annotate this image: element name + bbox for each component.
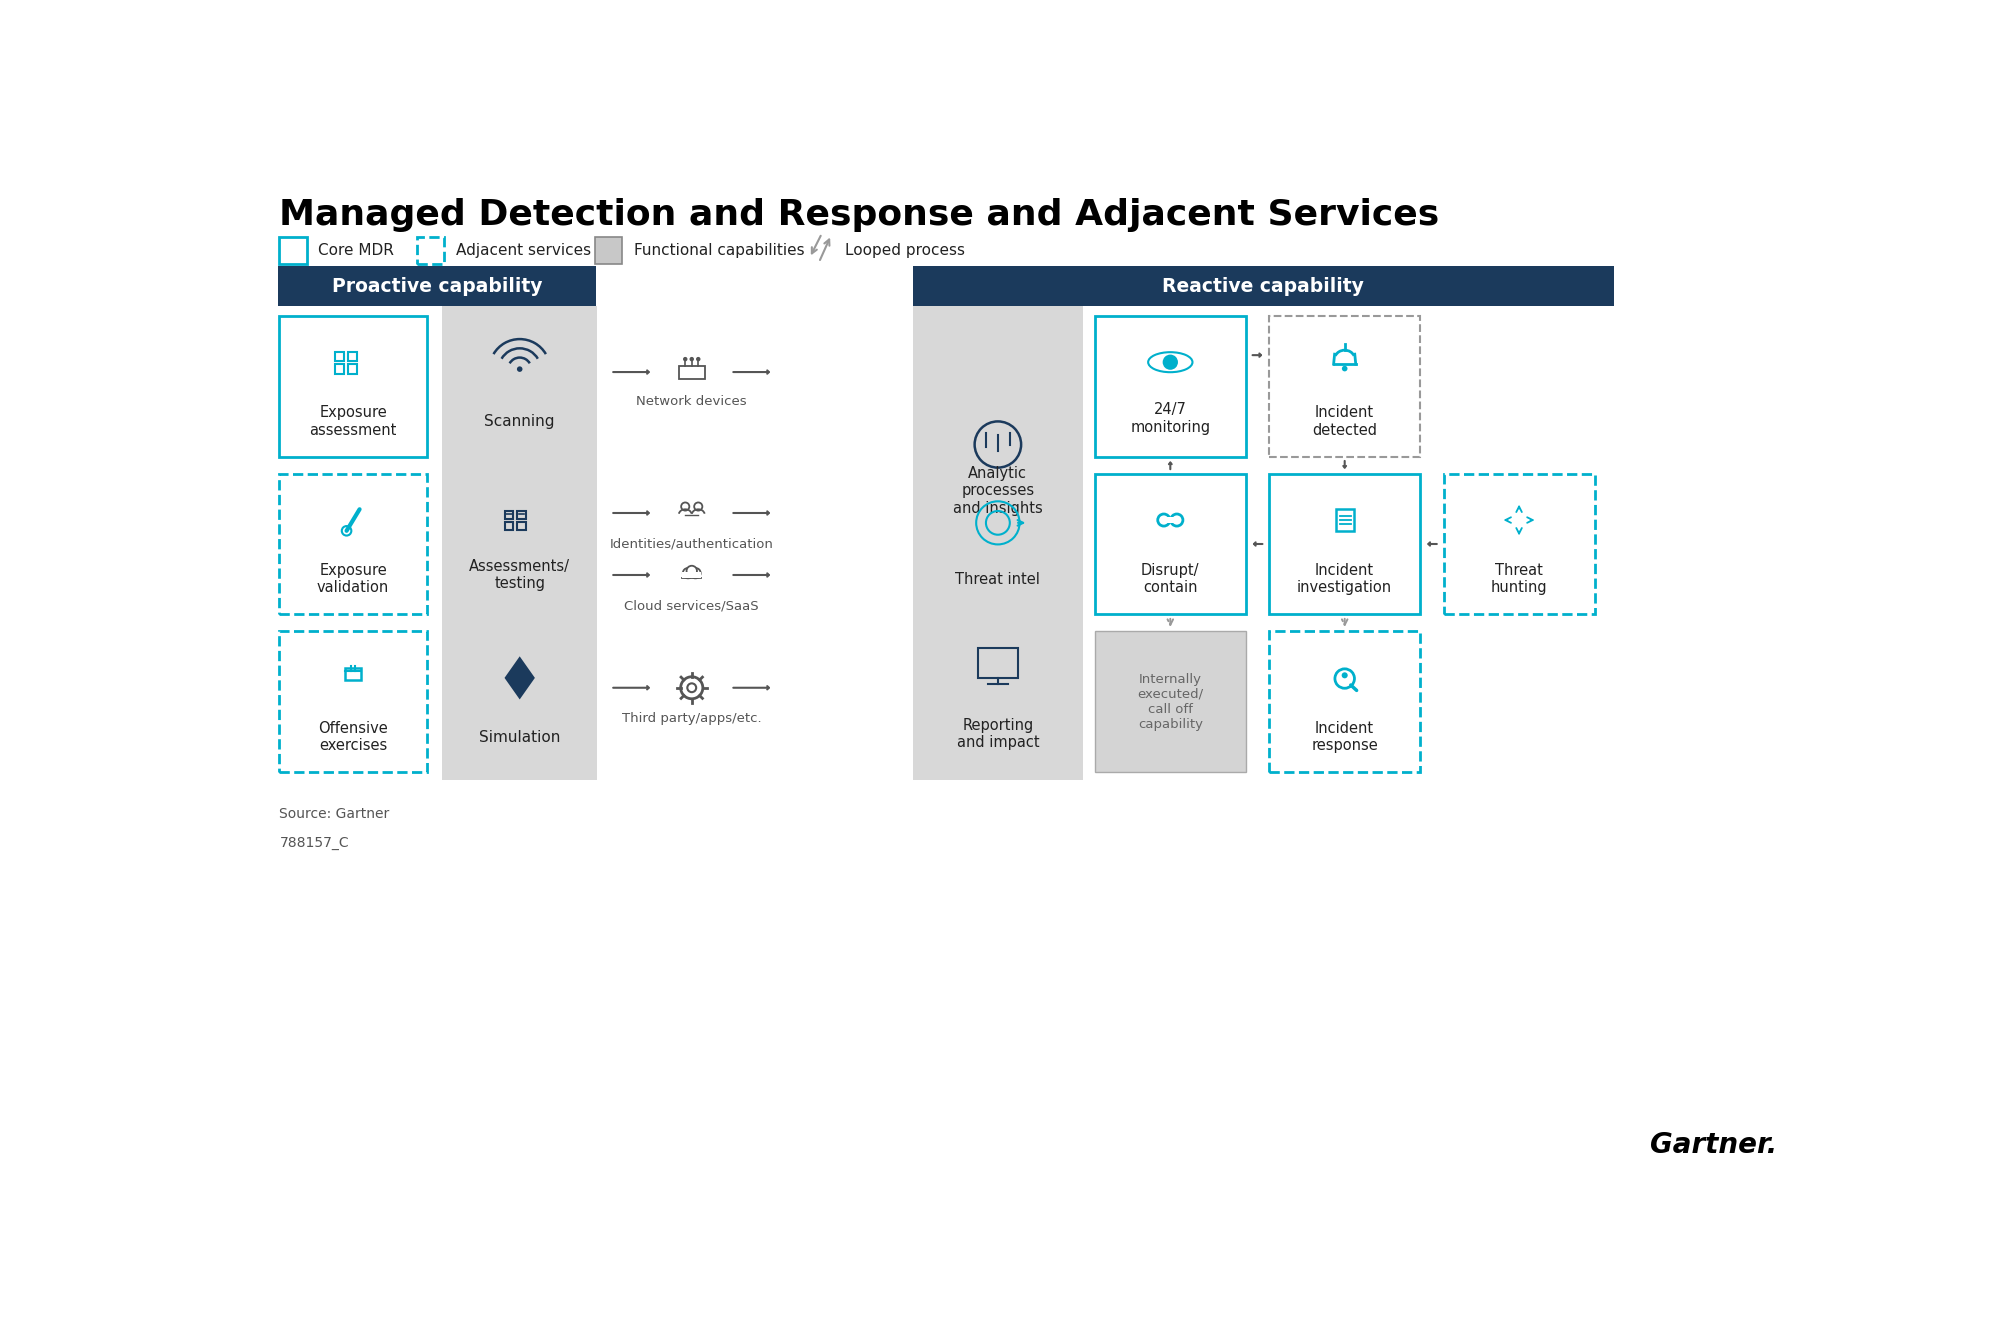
Text: Identities/authentication: Identities/authentication (610, 538, 774, 550)
Text: Threat intel: Threat intel (956, 571, 1040, 587)
Text: Analytic
processes
and insights: Analytic processes and insights (954, 465, 1042, 515)
Text: Reporting
and impact: Reporting and impact (956, 717, 1040, 751)
Text: Exposure
assessment: Exposure assessment (310, 405, 396, 437)
Text: Reactive capability: Reactive capability (1162, 278, 1364, 296)
Text: Core MDR: Core MDR (318, 243, 394, 257)
Circle shape (686, 566, 696, 577)
Text: Exposure
validation: Exposure validation (316, 563, 390, 595)
Text: 24/7
monitoring: 24/7 monitoring (1130, 402, 1210, 434)
Circle shape (690, 357, 694, 361)
Text: Network devices: Network devices (636, 394, 748, 408)
Bar (346, 668, 360, 680)
Text: Proactive capability: Proactive capability (332, 278, 542, 296)
Bar (278, 267, 596, 307)
Bar (504, 523, 512, 531)
Bar (348, 365, 358, 374)
Bar (1094, 473, 1246, 614)
Text: Incident
response: Incident response (1312, 721, 1378, 754)
Bar (682, 573, 702, 578)
Text: Looped process: Looped process (846, 243, 966, 257)
Bar (1270, 473, 1420, 614)
Bar (518, 523, 526, 531)
Circle shape (516, 366, 522, 371)
Text: Third party/apps/etc.: Third party/apps/etc. (622, 712, 762, 725)
Bar (1094, 632, 1246, 772)
Bar (336, 365, 344, 374)
Text: Disrupt/
contain: Disrupt/ contain (1142, 563, 1200, 595)
Text: Simulation: Simulation (480, 730, 560, 744)
Bar (280, 632, 426, 772)
Bar (442, 307, 598, 780)
Text: Incident
investigation: Incident investigation (1298, 563, 1392, 595)
Text: Gartner.: Gartner. (1650, 1130, 1776, 1159)
Text: 788157_C: 788157_C (280, 837, 350, 850)
Bar (504, 511, 512, 519)
Bar (594, 237, 622, 264)
Text: Threat
hunting: Threat hunting (1490, 563, 1548, 595)
Text: Source: Gartner: Source: Gartner (280, 807, 390, 821)
Bar (1444, 473, 1594, 614)
Text: Functional capabilities: Functional capabilities (634, 243, 804, 257)
Text: Assessments/
testing: Assessments/ testing (470, 559, 570, 591)
Polygon shape (504, 656, 534, 700)
Bar (1270, 315, 1420, 456)
Text: Scanning: Scanning (484, 414, 554, 429)
Bar (280, 473, 426, 614)
Circle shape (1342, 366, 1348, 371)
Text: Internally
executed/
call off
capability: Internally executed/ call off capability (1138, 673, 1204, 731)
Circle shape (1162, 354, 1178, 370)
Bar (1094, 315, 1246, 456)
Bar (978, 648, 1018, 679)
Bar (518, 511, 526, 519)
Bar (1336, 510, 1354, 531)
Bar (912, 267, 1614, 307)
Circle shape (1342, 672, 1348, 679)
Bar (678, 366, 704, 378)
Bar (280, 237, 306, 264)
Bar (1164, 516, 1176, 523)
Circle shape (696, 357, 700, 361)
Circle shape (690, 569, 700, 578)
Circle shape (684, 357, 688, 361)
Bar (336, 351, 344, 361)
Circle shape (682, 569, 694, 578)
Bar (348, 351, 358, 361)
Text: Managed Detection and Response and Adjacent Services: Managed Detection and Response and Adjac… (280, 198, 1440, 232)
Text: Offensive
exercises: Offensive exercises (318, 721, 388, 754)
Bar (280, 315, 426, 456)
Bar (416, 237, 444, 264)
Bar (912, 307, 1084, 780)
Text: Cloud services/SaaS: Cloud services/SaaS (624, 599, 760, 613)
Text: Adjacent services: Adjacent services (456, 243, 590, 257)
Bar (1270, 632, 1420, 772)
Text: Incident
detected: Incident detected (1312, 405, 1378, 437)
